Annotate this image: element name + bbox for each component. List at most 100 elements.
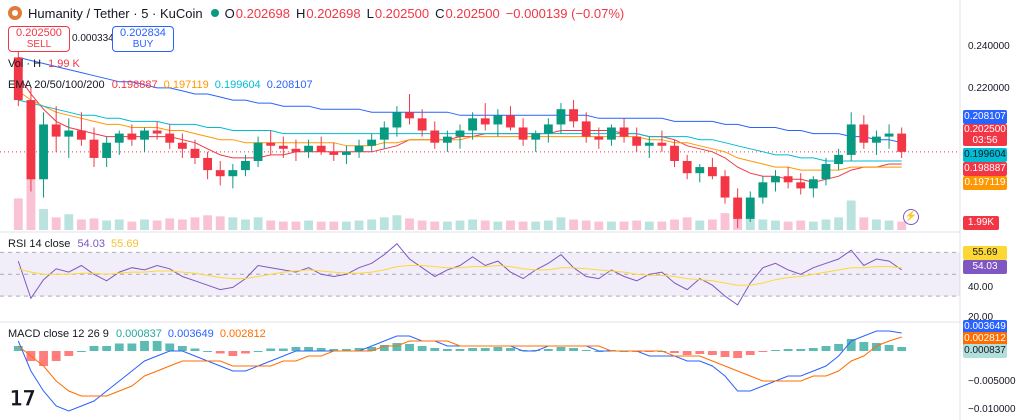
candle-body [884,133,894,137]
candle-body [89,139,99,158]
macd-hist-bar [64,351,74,356]
macd-hist-bar [821,346,831,351]
sell-label: SELL [26,39,52,50]
candle-body [177,142,187,149]
candle-body [354,145,364,152]
volume-bar [405,218,414,230]
macd-hist-bar [102,346,112,351]
ema-line [18,56,902,144]
macd-hist-bar [203,351,213,352]
volume-bar [329,221,339,230]
volume-bar [228,217,238,230]
lightning-icon[interactable]: ⚡ [903,209,919,225]
coin-logo-icon [8,6,22,20]
volume-bar [316,221,326,230]
macd-hist-bar [493,347,503,351]
macd-hist-bar [304,347,313,351]
volume-bar [783,221,793,230]
volume-bar [859,217,869,230]
macd-legend[interactable]: MACD close 12 26 9 0.000837 0.003649 0.0… [8,328,266,340]
candle-body [241,160,250,171]
macd-line [17,330,902,412]
macd-tick: −0.005000 [968,376,1016,387]
candle-body [253,142,263,161]
macd-hist-bar [39,351,48,366]
volume-bar [177,219,187,230]
candle-body [695,167,705,174]
volume-bar [619,221,629,230]
rsi-line [17,242,902,306]
volume-bar [468,219,478,230]
ema-legend[interactable]: EMA 20/50/100/200 0.198887 0.197119 0.19… [8,79,313,91]
price-tick: 0.240000 [968,41,1010,52]
candle-body [581,121,591,137]
volume-bar [165,218,175,230]
volume-bar [720,213,730,230]
rsi-tick: 20.00 [968,312,994,323]
candle-body [392,112,402,128]
tradingview-logo-icon[interactable]: 𝟣𝟩 [10,388,36,410]
volume-bar [215,216,225,230]
candle-body [733,197,743,219]
candle-body [316,145,326,152]
close-value: 0.202500 [445,5,500,21]
candle-body [657,142,667,146]
candle-body [405,112,414,119]
macd-hist-bar [682,351,692,355]
macd-hist-bar [897,347,907,351]
candle-body [140,130,149,140]
macd-hist-bar [468,348,478,351]
macd-hist-bar [884,345,894,351]
macd-hist-bar [13,346,23,351]
volume-bar [808,221,818,230]
macd-hist-bar [291,347,301,351]
volume-bar [291,221,301,230]
candle-body [203,157,213,171]
macd-hist-bar [569,348,578,351]
volume-bar [278,221,288,230]
candle-body [771,176,780,183]
symbol-title[interactable]: Humanity / Tether · 5 · KuCoin [28,5,203,21]
macd-hist-bar [354,348,364,351]
open-label: O [224,5,235,21]
candle-body [543,124,553,134]
candle-body [758,182,768,198]
last-price-tag: 0.202500 03:56 [963,124,1007,146]
volume-legend[interactable]: Vol · H 1.99 K [8,58,80,70]
macd-hist-bar [76,351,86,352]
macd-hist-bar [430,348,440,351]
candle-body [76,130,86,140]
candle-body [26,100,36,180]
candle-body [291,148,301,152]
volume-bar [695,220,705,230]
ema50-tag: 0.197119 [963,176,1007,190]
spread-value: 0.000334 [72,33,114,44]
high-label: H [295,5,306,21]
volume-tag: 1.99K [963,216,999,230]
volume-bar [13,198,23,230]
rsi-legend[interactable]: RSI 14 close 54.03 55.69 [8,238,139,250]
volume-legend-value: 1.99 K [48,58,80,70]
macd-line [17,336,902,397]
volume-bar [367,219,377,230]
volume-bar [846,200,856,230]
bar-countdown: 03:56 [972,135,998,146]
candle-body [152,130,162,134]
volume-bar [543,220,553,230]
volume-bar [266,220,276,230]
candle-body [506,115,515,128]
buy-button[interactable]: 0.202834 BUY [112,26,174,52]
macd-hist-bar [379,345,389,351]
buy-label: BUY [132,39,154,50]
candle-body [442,136,452,143]
macd-hist-bar [442,349,452,351]
macd-hist-bar [405,344,414,351]
volume-bar [594,221,604,230]
macd-hist-bar [771,350,780,351]
volume-bar [632,220,642,230]
macd-hist-bar [190,348,200,351]
sell-button[interactable]: 0.202500 SELL [8,26,70,52]
candle-body [102,142,112,158]
candle-body [720,176,730,198]
candle-body [594,136,604,140]
